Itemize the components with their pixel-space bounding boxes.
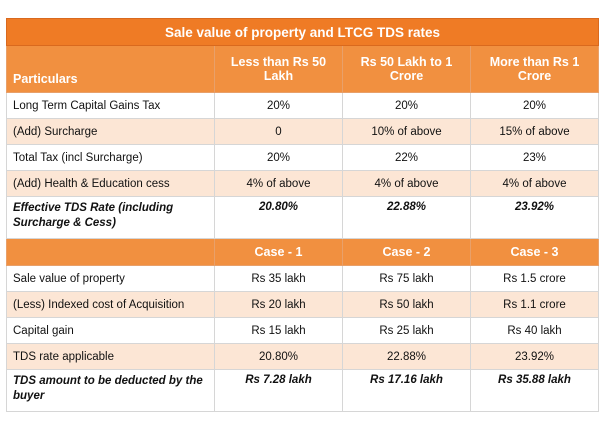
cell: Rs 50 lakh <box>342 291 471 318</box>
header-row: Particulars Less than Rs 50 Lakh Rs 50 L… <box>6 45 599 93</box>
cell: 20.80% <box>214 343 343 370</box>
table-row: (Less) Indexed cost of Acquisition Rs 20… <box>6 291 599 318</box>
cell: 4% of above <box>470 170 599 197</box>
cell: 4% of above <box>214 170 343 197</box>
cell: Rs 40 lakh <box>470 317 599 344</box>
cell: Rs 20 lakh <box>214 291 343 318</box>
cell: 0 <box>214 118 343 145</box>
table-row: Sale value of property Rs 35 lakh Rs 75 … <box>6 265 599 292</box>
cell: 20% <box>214 92 343 119</box>
table-title: Sale value of property and LTCG TDS rate… <box>6 18 599 46</box>
case-header-blank <box>6 238 215 266</box>
row-label: Total Tax (incl Surcharge) <box>6 144 215 171</box>
cell: 10% of above <box>342 118 471 145</box>
ltcg-tds-table: Sale value of property and LTCG TDS rate… <box>6 18 599 412</box>
row-label: TDS rate applicable <box>6 343 215 370</box>
row-label: (Add) Health & Education cess <box>6 170 215 197</box>
table-row: (Add) Surcharge 0 10% of above 15% of ab… <box>6 118 599 145</box>
cell: Rs 15 lakh <box>214 317 343 344</box>
table-row: TDS rate applicable 20.80% 22.88% 23.92% <box>6 343 599 370</box>
cell: Rs 35.88 lakh <box>470 369 599 412</box>
cell: 20% <box>342 92 471 119</box>
cell: 22.88% <box>342 196 471 239</box>
header-col2: Rs 50 Lakh to 1 Crore <box>342 45 471 93</box>
cell: 20% <box>214 144 343 171</box>
case-header-row: Case - 1 Case - 2 Case - 3 <box>6 238 599 266</box>
cell: 20.80% <box>214 196 343 239</box>
cell: Rs 1.1 crore <box>470 291 599 318</box>
row-label: Sale value of property <box>6 265 215 292</box>
cell: Rs 25 lakh <box>342 317 471 344</box>
row-label: Capital gain <box>6 317 215 344</box>
row-label: (Add) Surcharge <box>6 118 215 145</box>
header-col1: Less than Rs 50 Lakh <box>214 45 343 93</box>
cell: Rs 35 lakh <box>214 265 343 292</box>
table-row: (Add) Health & Education cess 4% of abov… <box>6 170 599 197</box>
header-col3: More than Rs 1 Crore <box>470 45 599 93</box>
case-3-header: Case - 3 <box>470 238 599 266</box>
table-title-row: Sale value of property and LTCG TDS rate… <box>6 18 599 46</box>
cell: Rs 1.5 crore <box>470 265 599 292</box>
tds-amount-row: TDS amount to be deducted by the buyer R… <box>6 369 599 412</box>
cell: Rs 17.16 lakh <box>342 369 471 412</box>
cell: 15% of above <box>470 118 599 145</box>
cell: Rs 75 lakh <box>342 265 471 292</box>
effective-rate-row: Effective TDS Rate (including Surcharge … <box>6 196 599 239</box>
case-2-header: Case - 2 <box>342 238 471 266</box>
cell: 23% <box>470 144 599 171</box>
row-label: TDS amount to be deducted by the buyer <box>6 369 215 412</box>
cell: 20% <box>470 92 599 119</box>
table-row: Long Term Capital Gains Tax 20% 20% 20% <box>6 92 599 119</box>
row-label: (Less) Indexed cost of Acquisition <box>6 291 215 318</box>
table-row: Total Tax (incl Surcharge) 20% 22% 23% <box>6 144 599 171</box>
cell: 23.92% <box>470 343 599 370</box>
cell: Rs 7.28 lakh <box>214 369 343 412</box>
table-row: Capital gain Rs 15 lakh Rs 25 lakh Rs 40… <box>6 317 599 344</box>
row-label: Long Term Capital Gains Tax <box>6 92 215 119</box>
case-1-header: Case - 1 <box>214 238 343 266</box>
cell: 23.92% <box>470 196 599 239</box>
row-label: Effective TDS Rate (including Surcharge … <box>6 196 215 239</box>
cell: 22% <box>342 144 471 171</box>
header-particulars: Particulars <box>6 45 215 93</box>
cell: 22.88% <box>342 343 471 370</box>
cell: 4% of above <box>342 170 471 197</box>
